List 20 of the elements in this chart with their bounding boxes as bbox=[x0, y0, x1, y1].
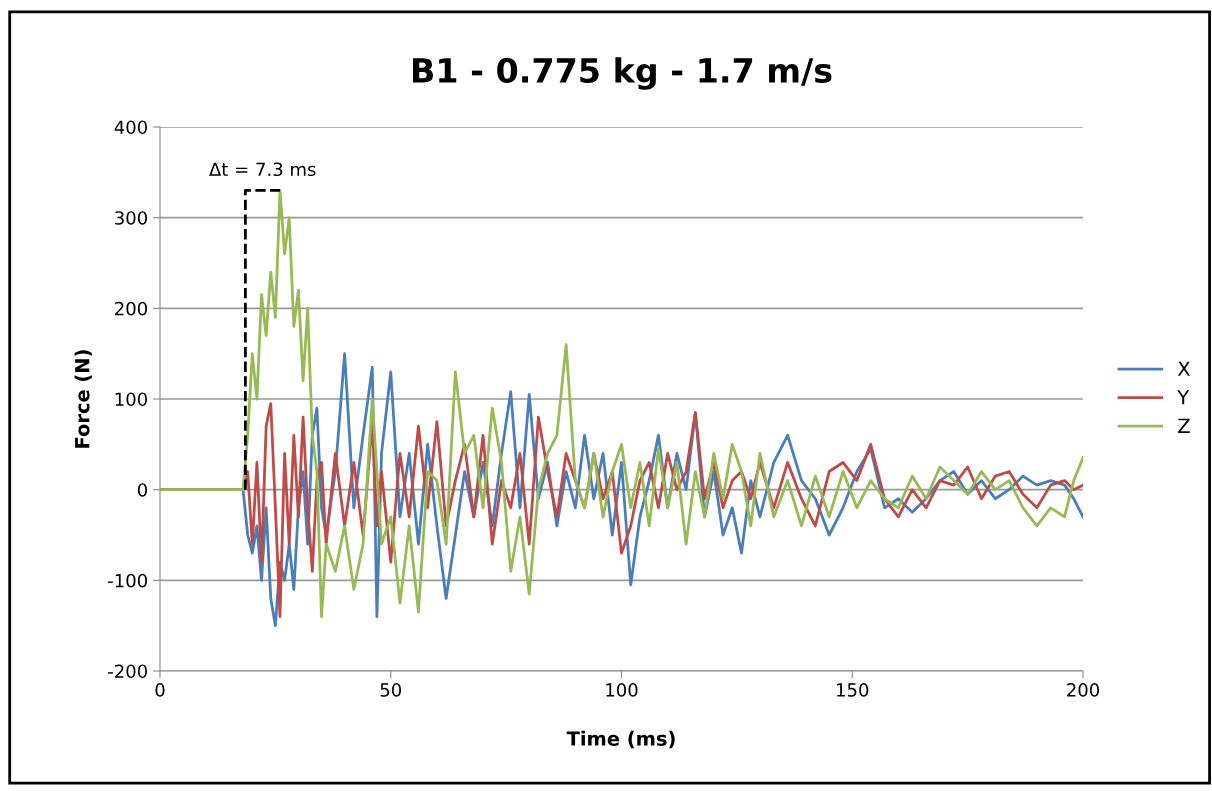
chart-title: B1 - 0.775 kg - 1.7 m/s bbox=[412, 57, 832, 90]
legend-label: Y bbox=[1177, 390, 1190, 405]
legend-label: X bbox=[1177, 361, 1191, 376]
x-axis-title: Time (ms) bbox=[566, 730, 675, 749]
legend-label: Z bbox=[1178, 418, 1190, 433]
x-tick-label: 150 bbox=[837, 683, 869, 697]
y-tick-label: -200 bbox=[108, 664, 147, 679]
line-series bbox=[160, 189, 1083, 618]
y-tick-label: 0 bbox=[137, 483, 147, 497]
y-tick-label: 200 bbox=[115, 301, 147, 316]
y-tick-label: 300 bbox=[115, 211, 147, 225]
x-tick-label: 50 bbox=[380, 683, 402, 697]
x-tick-label: 0 bbox=[155, 683, 165, 697]
annotation: Δt = 7.3 ms bbox=[209, 162, 316, 177]
x-tick-label: 100 bbox=[606, 683, 638, 697]
y-axis-title: Force (N) bbox=[74, 350, 92, 448]
y-tick-label: -100 bbox=[108, 573, 147, 588]
x-tick-label: 200 bbox=[1067, 683, 1100, 697]
y-tick-label: 400 bbox=[114, 120, 147, 135]
y-tick-label: 100 bbox=[115, 392, 147, 407]
